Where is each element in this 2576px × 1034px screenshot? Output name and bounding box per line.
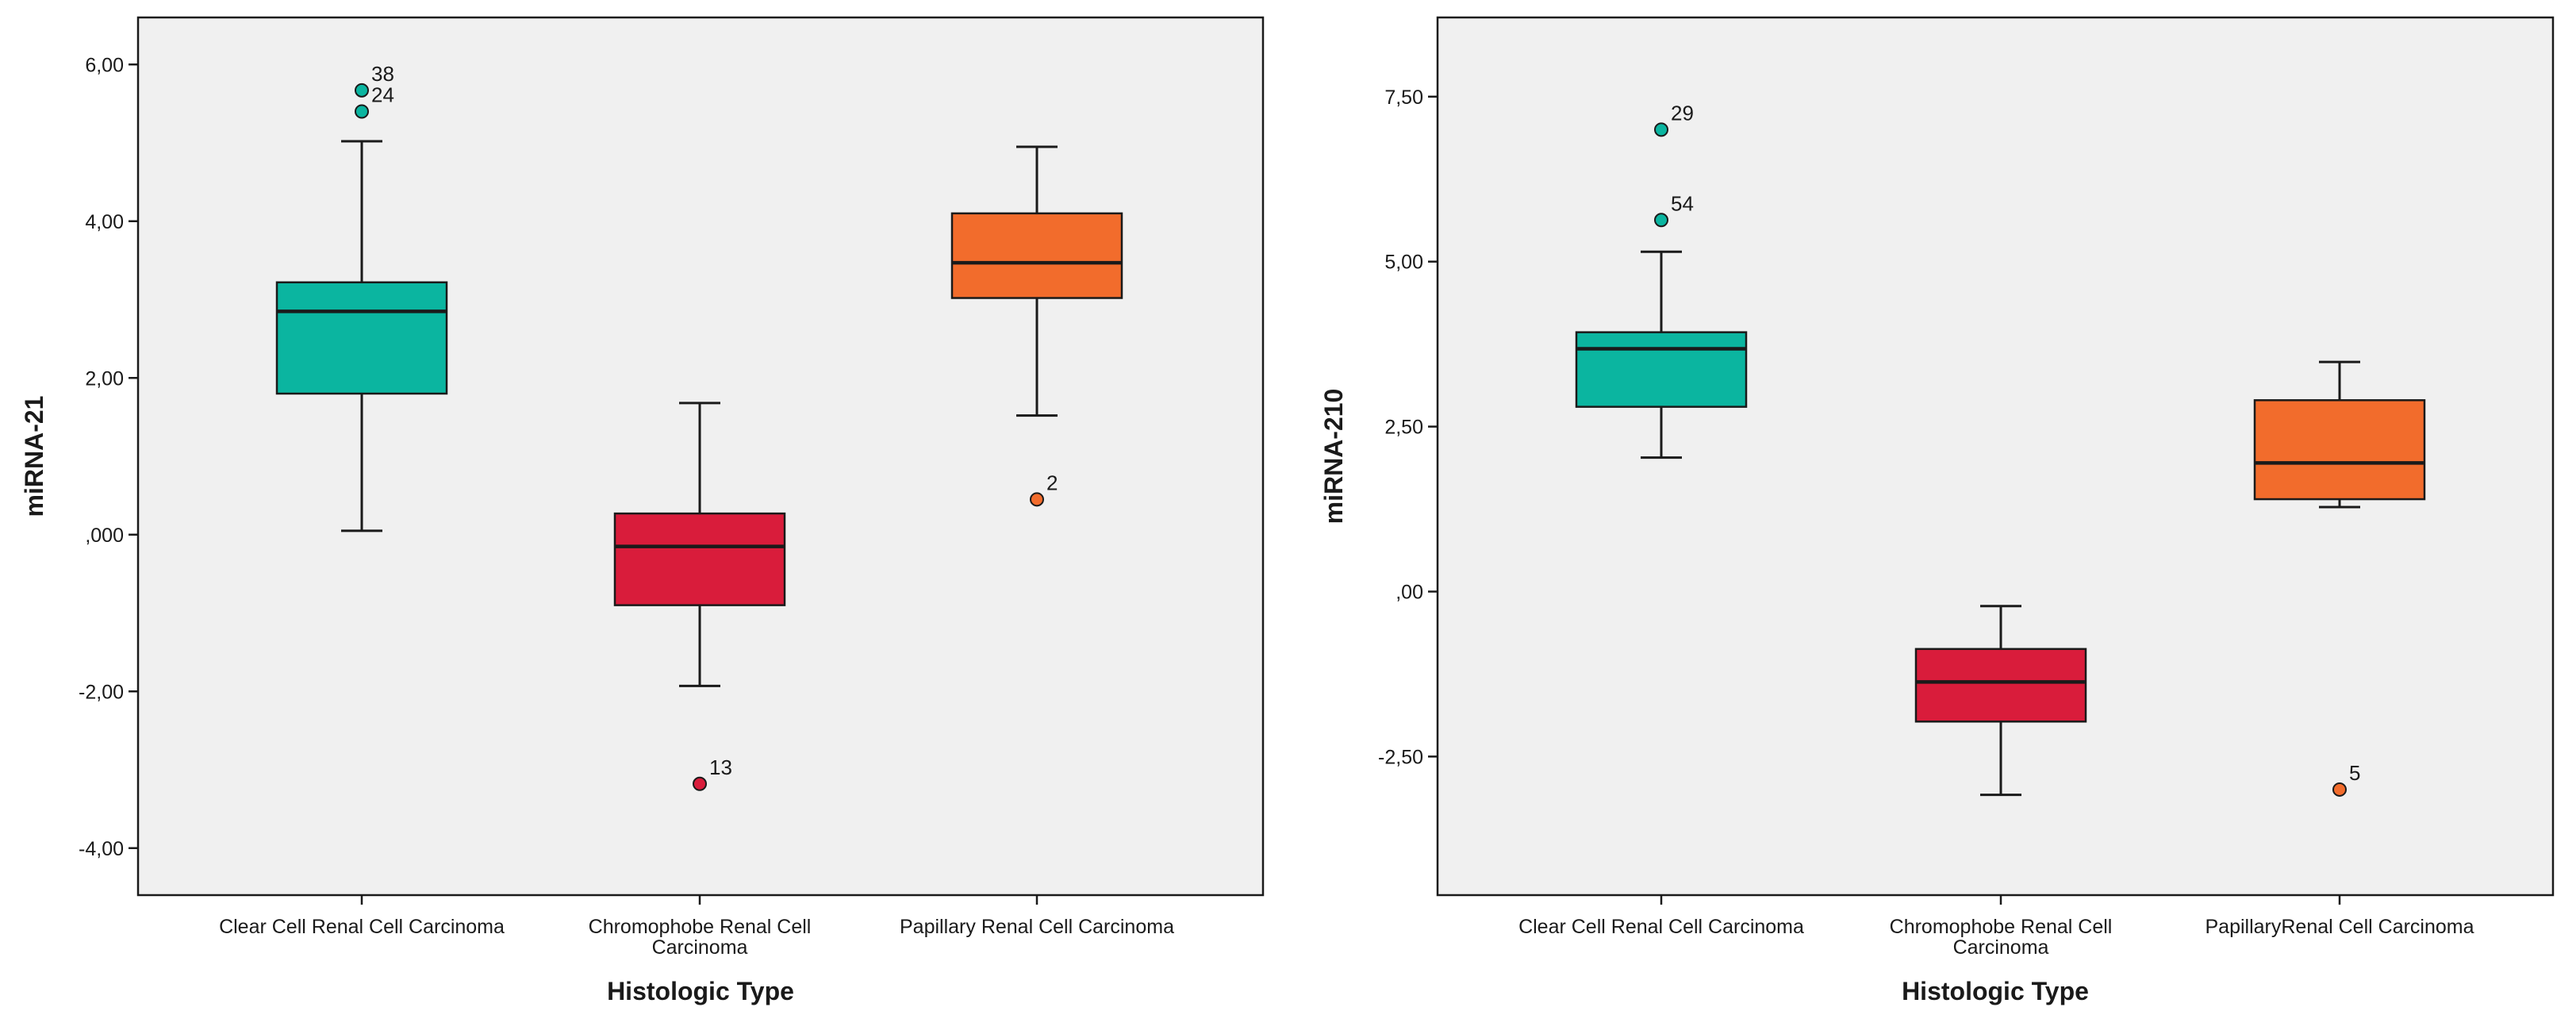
mirna210-boxplot: 7,50 5,00 2,50 ,00 -2,50 29 54 5 Clear Cell Re… <box>1319 16 2555 1005</box>
mirna21-y-tick-label: 6,00 <box>85 54 124 76</box>
outlier-point <box>355 83 369 98</box>
interquartile-box <box>1575 331 1748 408</box>
outlier-label: 2 <box>1046 471 1058 494</box>
interquartile-box <box>950 212 1123 299</box>
mirna210-box-chromophobe <box>1914 605 2087 797</box>
mirna210-y-tick-label: ,00 <box>1395 581 1423 603</box>
mirna21-box-chromophobe: 13 <box>613 402 786 791</box>
mirna210-y-tick-label: 2,50 <box>1384 417 1423 439</box>
mirna210-x-tick-labels: Clear Cell Renal Cell Carcinoma Chromopho… <box>1518 895 2474 959</box>
mirna21-x-tick-label: Clear Cell Renal Cell Carcinoma <box>219 916 505 938</box>
mirna210-x-tick-label: Chromophobe Renal Cell <box>1890 916 2113 938</box>
mirna210-y-tick-label: 5,00 <box>1384 252 1423 274</box>
outlier-point <box>693 776 707 791</box>
mirna21-y-tick-label: ,000 <box>85 525 124 547</box>
mirna210-y-tick-label: 7,50 <box>1384 86 1423 109</box>
outlier-point <box>2332 782 2347 797</box>
mirna21-x-tick-label: Chromophobe Renal Cell <box>589 916 812 938</box>
mirna210-boxes: 29 54 5 <box>1575 101 2426 797</box>
mirna21-x-tick-label: Carcinoma <box>652 936 748 959</box>
outlier-point <box>1030 492 1044 507</box>
outlier-label: 13 <box>709 755 732 779</box>
mirna210-x-axis-title: Histologic Type <box>1902 977 2089 1005</box>
mirna21-y-tick-label: 2,00 <box>85 367 124 390</box>
mirna210-x-tick-label: Clear Cell Renal Cell Carcinoma <box>1518 916 1804 938</box>
mirna210-y-tick-label: -2,50 <box>1378 746 1423 768</box>
mirna210-x-tick-label: Carcinoma <box>1953 936 2049 959</box>
mirna21-x-tick-labels: Clear Cell Renal Cell Carcinoma Chromopho… <box>219 895 1174 959</box>
interquartile-box <box>1914 648 2087 723</box>
mirna21-y-ticks: 6,00 4,00 2,00 ,000 -2,00 -4,00 <box>79 54 138 860</box>
outlier-label: 24 <box>371 83 394 107</box>
outlier-point <box>355 104 369 119</box>
mirna210-y-ticks: 7,50 5,00 2,50 ,00 -2,50 <box>1378 86 1438 768</box>
mirna21-x-tick-label: Papillary Renal Cell Carcinoma <box>900 916 1174 938</box>
interquartile-box <box>613 512 786 606</box>
mirna21-y-axis-title: miRNA-21 <box>20 396 48 517</box>
outlier-label: 54 <box>1671 191 1694 215</box>
outlier-label: 5 <box>2349 761 2360 785</box>
outlier-point <box>1654 213 1668 228</box>
mirna21-x-axis-title: Histologic Type <box>607 977 794 1005</box>
mirna210-y-axis-title: miRNA-210 <box>1319 389 1348 525</box>
mirna21-y-tick-label: 4,00 <box>85 211 124 233</box>
outlier-label: 38 <box>371 62 394 86</box>
outlier-label: 29 <box>1671 101 1694 125</box>
mirna210-box-papillary: 5 <box>2253 360 2426 797</box>
mirna21-box-papillary: 2 <box>950 145 1123 507</box>
mirna21-y-tick-label: -2,00 <box>79 681 124 703</box>
interquartile-box <box>2253 399 2426 501</box>
mirna210-box-clear_cell: 29 54 <box>1575 101 1748 459</box>
outlier-point <box>1654 122 1668 137</box>
interquartile-box <box>275 281 448 395</box>
mirna21-y-tick-label: -4,00 <box>79 838 124 860</box>
mirna210-x-tick-label: PapillaryRenal Cell Carcinoma <box>2205 916 2474 938</box>
